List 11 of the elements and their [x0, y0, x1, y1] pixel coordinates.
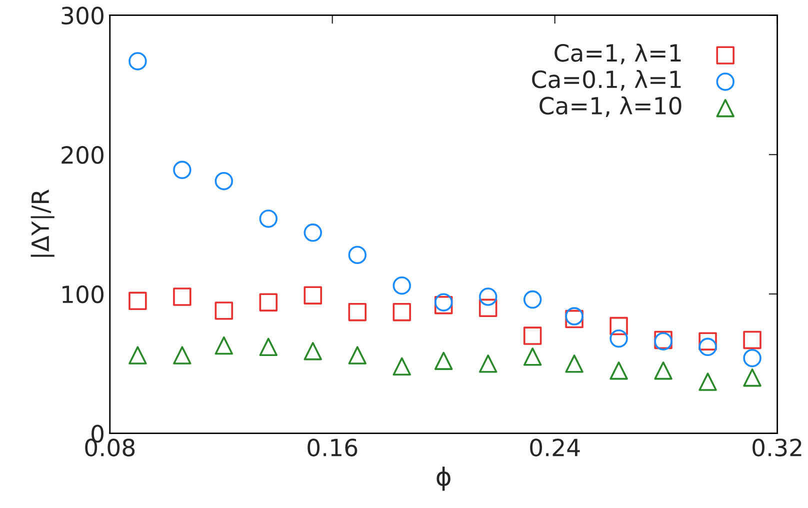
y-tick-label: 200: [62, 146, 104, 164]
x-axis-title: ϕ: [436, 466, 450, 491]
legend-label: Ca=1, λ=1: [554, 44, 681, 64]
y-tick-label: 300: [62, 6, 104, 25]
x-tick-label: 0.24: [530, 438, 580, 456]
legend-label: Ca=1, λ=10: [540, 96, 682, 118]
x-tick-label: 0.16: [308, 438, 358, 456]
y-axis-title: |ΔY|/R: [30, 190, 54, 257]
legend-label: Ca=0.1, λ=1: [532, 70, 681, 91]
y-tick-label: 100: [62, 285, 104, 304]
x-tick-label: 0.32: [752, 438, 802, 456]
